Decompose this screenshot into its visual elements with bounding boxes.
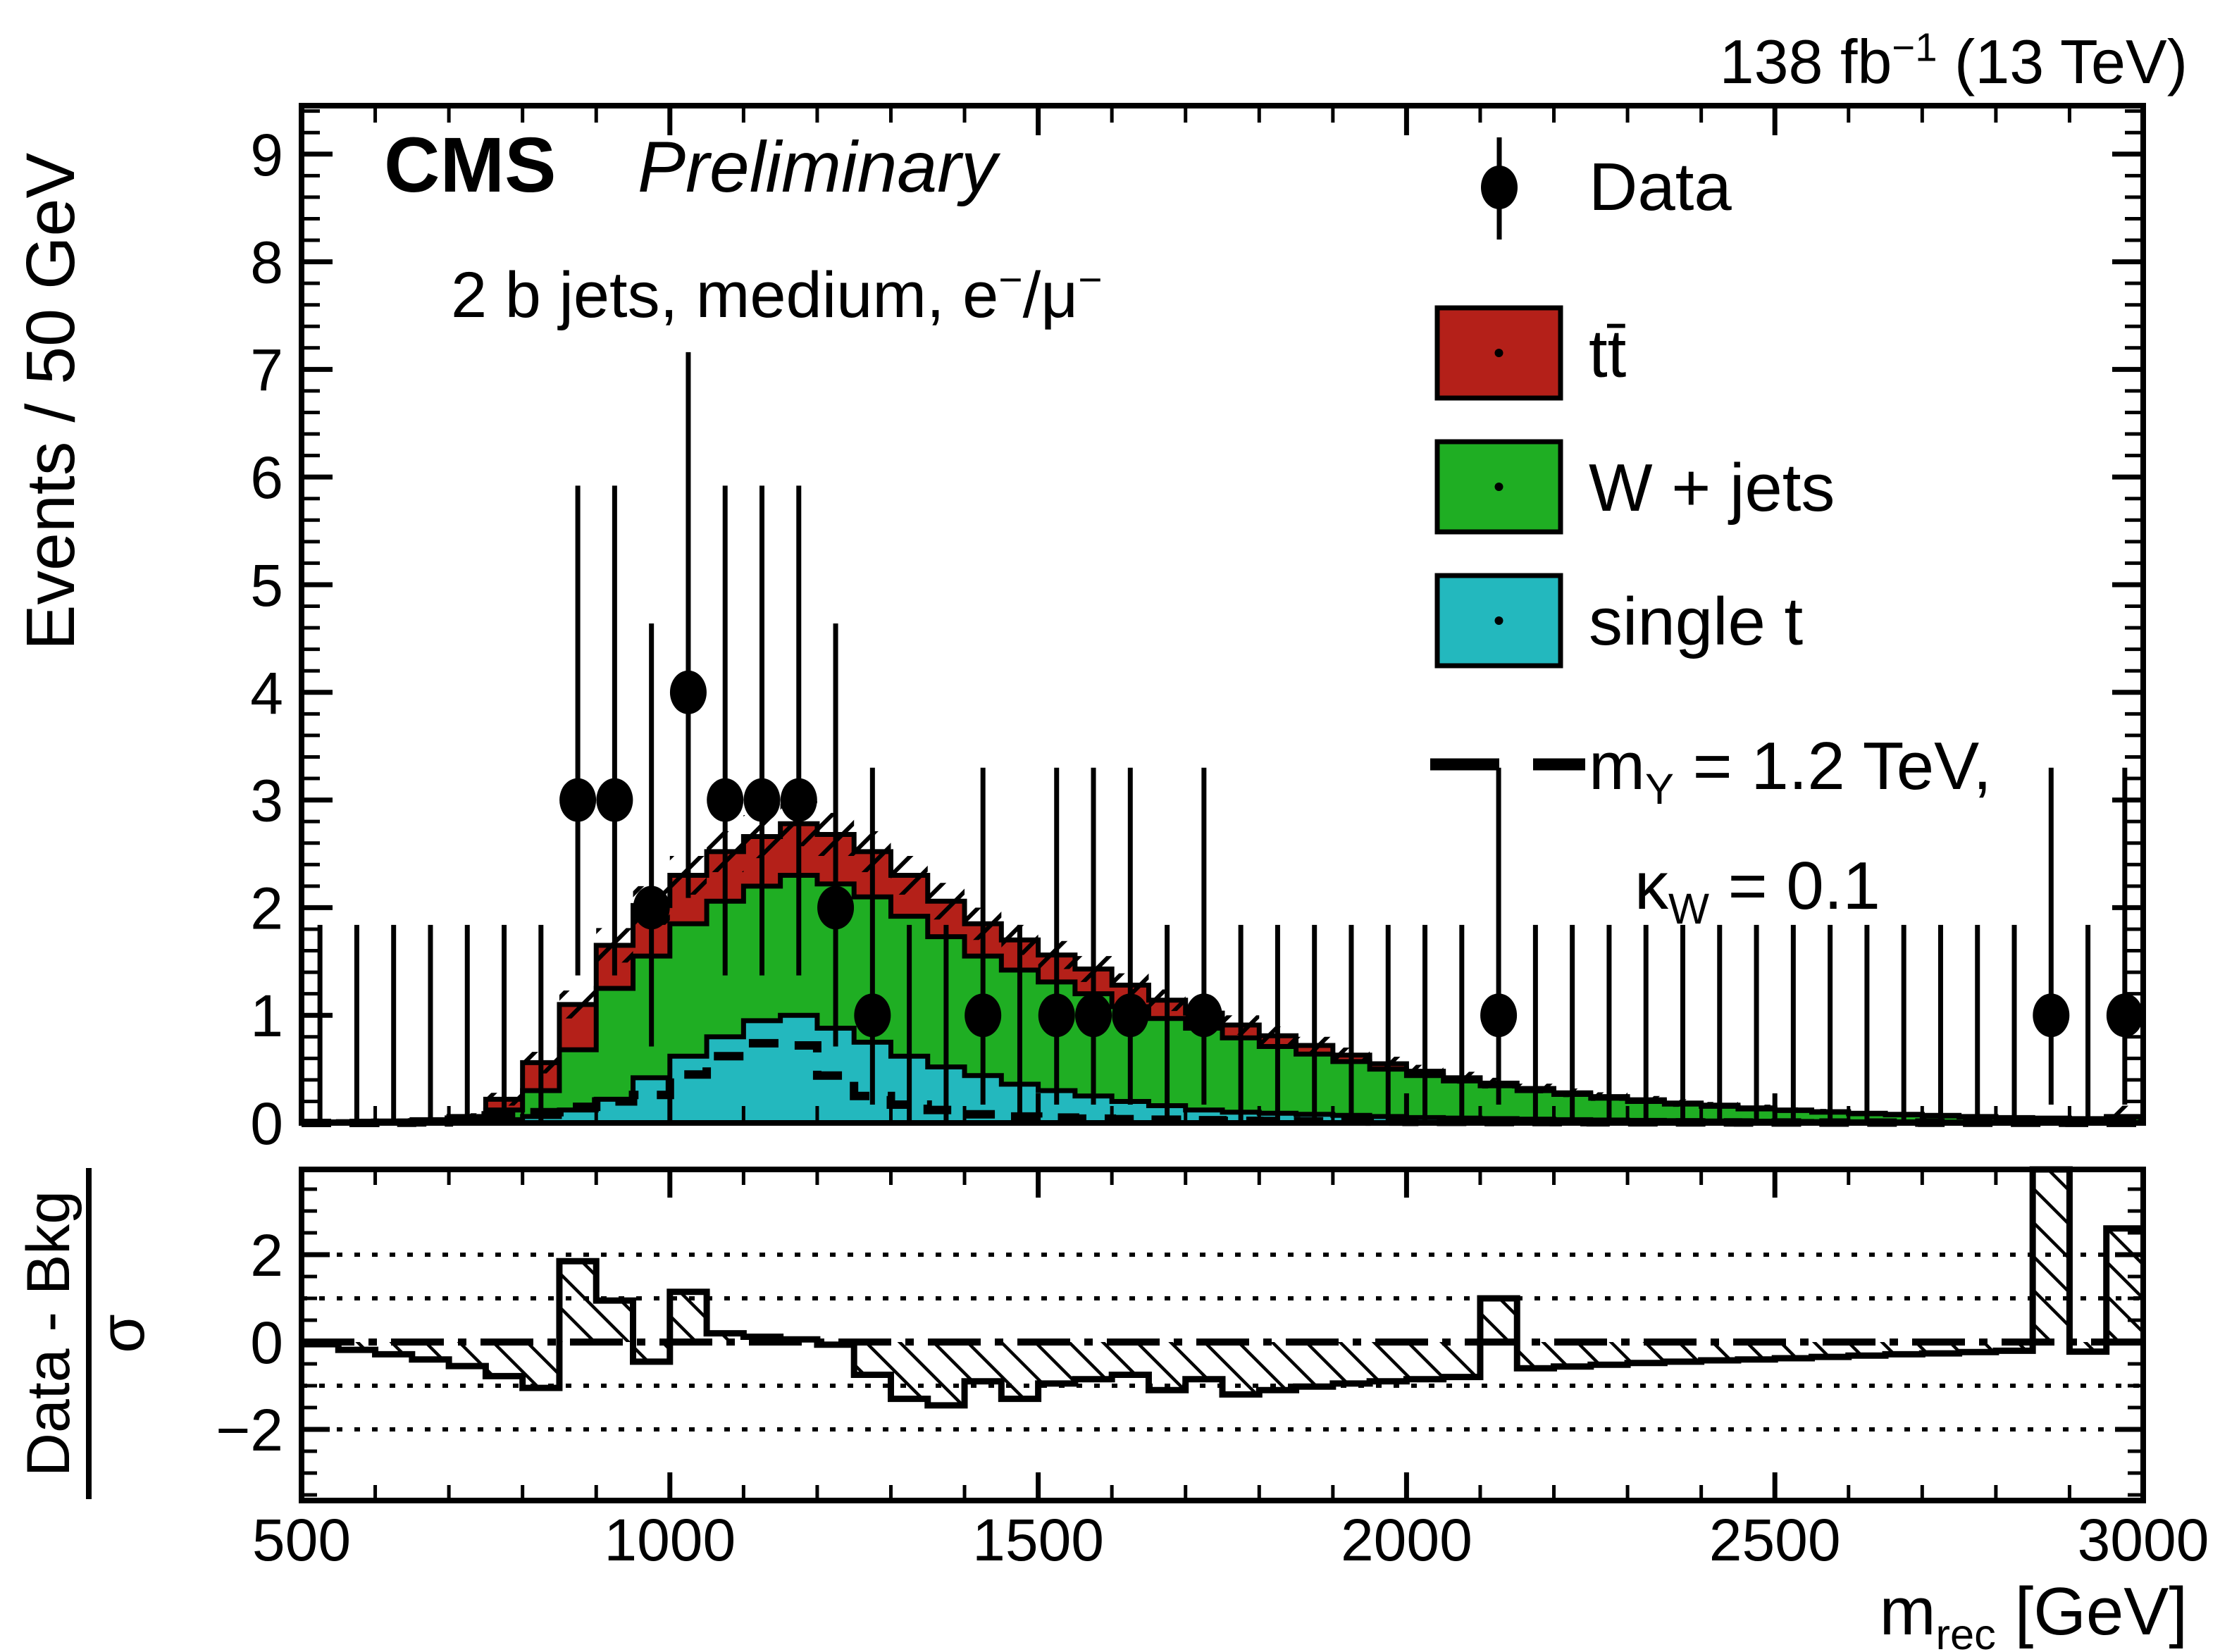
- main-y-tick-label: 2: [250, 875, 283, 941]
- data-marker: [743, 778, 781, 822]
- legend-swatch-dot: [1494, 349, 1503, 357]
- data-marker: [559, 778, 597, 822]
- legend-entry-ttbar: tt̄: [1434, 305, 1626, 401]
- main-y-tick-label: 0: [250, 1091, 283, 1157]
- x-tick-label: 2500: [1709, 1507, 1841, 1573]
- main-y-axis-title: Events / 50 GeV: [12, 153, 89, 651]
- x-tick-label: 500: [252, 1507, 351, 1573]
- ratio-ticks: [299, 1169, 2146, 1501]
- ratio-y-tick-label: 0: [250, 1310, 283, 1376]
- main-y-tick-label: 1: [250, 983, 283, 1049]
- legend-entry-signal: mY = 1.2 TeV, κW = 0.1: [1430, 728, 1992, 933]
- ratio-hatch: [302, 1169, 2143, 1405]
- data-marker: [965, 993, 1002, 1038]
- legend-swatch-dot: [1494, 483, 1503, 491]
- legend-signal-label-line1: mY = 1.2 TeV,: [1589, 728, 1992, 814]
- x-tick-label: 1500: [972, 1507, 1104, 1573]
- data-marker: [1075, 993, 1112, 1038]
- main-y-tick-label: 6: [250, 445, 283, 511]
- data-marker: [707, 778, 744, 822]
- data-marker: [596, 778, 633, 822]
- legend-swatch-dot: [1494, 616, 1503, 625]
- x-axis-title: mrec [GeV]: [1880, 1574, 2188, 1652]
- data-points: [317, 352, 2143, 1123]
- legend-data-marker: [1481, 166, 1518, 209]
- main-y-tick-label: 8: [250, 230, 283, 296]
- ratio-histogram: [302, 1166, 2143, 1409]
- legend-label-single-t: single t: [1589, 584, 1803, 659]
- main-panel: 0 1 2 3 4 5 6 7 8 9: [250, 103, 2146, 1157]
- main-y-tick-label: 7: [250, 337, 283, 403]
- legend: Data tt̄ W + jets single t mY = 1.2 TeV, κW =…: [1430, 137, 1992, 933]
- ratio-y-tick-label: −2: [216, 1397, 283, 1463]
- x-tick-label: 2000: [1341, 1507, 1472, 1573]
- data-marker: [817, 886, 855, 930]
- data-marker: [1112, 993, 1149, 1038]
- data-marker: [1185, 993, 1222, 1038]
- legend-signal-label-line2: κW = 0.1: [1635, 848, 1880, 933]
- data-marker: [633, 886, 670, 930]
- main-y-tick-label: 4: [250, 660, 283, 726]
- legend-label-ttbar: tt̄: [1589, 316, 1626, 392]
- lumi-label: 138 fb−1 (13 TeV): [1720, 25, 2188, 97]
- x-tick-label: 1000: [604, 1507, 736, 1573]
- data-marker: [669, 670, 707, 714]
- main-frame: [299, 103, 2146, 1126]
- preliminary-label: Preliminary: [638, 127, 1001, 207]
- ratio-y-axis-title: Data - Bkg σ: [15, 1168, 158, 1499]
- main-ticks: [299, 106, 2146, 1126]
- annotations: 138 fb−1 (13 TeV) CMS Preliminary 2 b jets,…: [12, 25, 2188, 1652]
- data-marker: [1038, 993, 1075, 1038]
- legend-entry-w-jets: W + jets: [1434, 439, 1835, 535]
- ratio-title-numerator: Data - Bkg: [15, 1191, 82, 1477]
- ratio-frame: [299, 1167, 2146, 1503]
- main-y-tick-label: 5: [250, 552, 283, 619]
- x-tick-label: 3000: [2078, 1507, 2209, 1573]
- data-marker: [780, 778, 817, 822]
- legend-label-w-jets: W + jets: [1589, 450, 1835, 526]
- legend-entry-data: Data: [1481, 137, 1732, 240]
- cms-label: CMS: [384, 122, 556, 209]
- selection-label: 2 b jets, medium, e−/μ−: [451, 257, 1103, 331]
- main-y-tick-label: 9: [250, 122, 283, 188]
- data-marker: [854, 993, 891, 1038]
- data-marker: [2033, 993, 2070, 1038]
- legend-data-label: Data: [1589, 149, 1732, 225]
- ratio-y-tick-label: 2: [250, 1222, 283, 1288]
- main-y-tick-label: 3: [250, 768, 283, 834]
- ratio-title-denominator: σ: [87, 1314, 158, 1353]
- data-marker: [1480, 993, 1518, 1038]
- legend-entry-single-t: single t: [1434, 573, 1803, 669]
